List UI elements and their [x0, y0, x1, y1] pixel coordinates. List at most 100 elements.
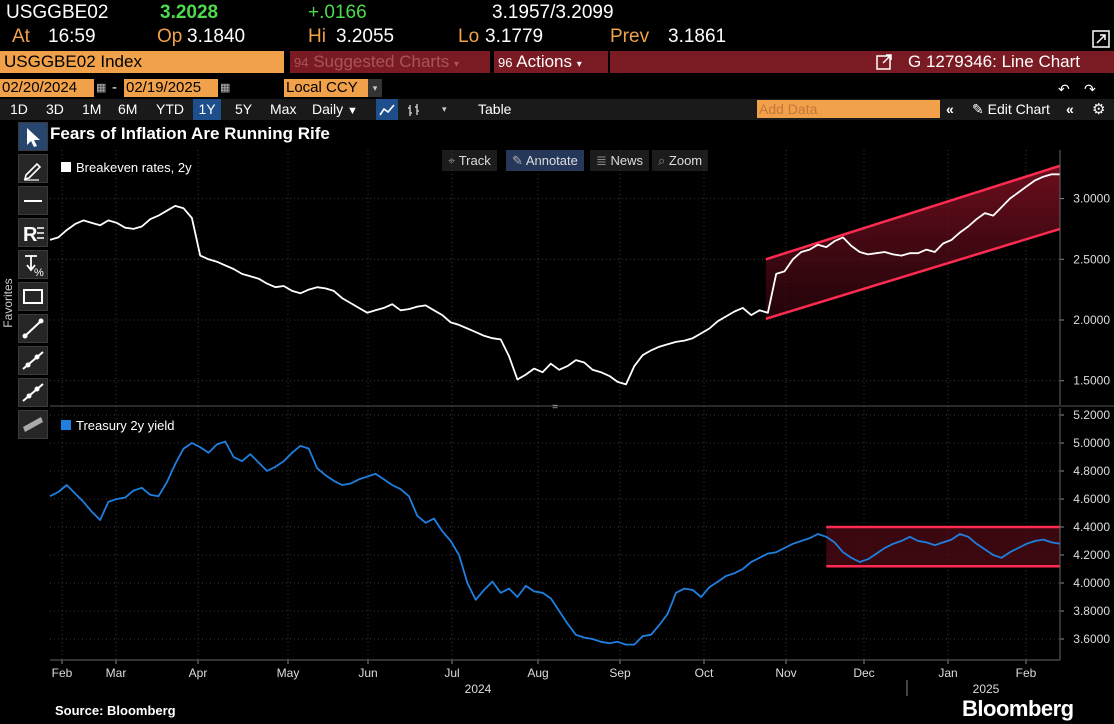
security-bar: USGGBE02 Index 94 Suggested Charts ▾ 96 …	[0, 51, 1114, 73]
channel-tool-icon[interactable]	[18, 410, 48, 439]
zoom-button[interactable]: ⌕ Zoom	[652, 150, 709, 171]
horizontal-line-tool-icon[interactable]	[18, 186, 48, 215]
chart-options-icon[interactable]: «	[1066, 101, 1074, 117]
annotate-pencil-icon: ✎	[512, 153, 523, 168]
range-bar: 1D 3D 1M 6M YTD 1Y 5Y Max Daily ▼ ▾ Tabl…	[0, 81, 1114, 120]
redo-icon[interactable]: ↷	[1084, 81, 1096, 97]
bar-chart-type-icon[interactable]	[406, 99, 422, 120]
end-date-field[interactable]: 02/19/2025	[124, 79, 218, 97]
bid-ask-separator: /	[550, 2, 556, 23]
date-bar: 02/20/2024 ▦ - 02/19/2025 ▦ Local CCY ▾	[0, 79, 1114, 99]
table-button[interactable]: Table	[478, 101, 512, 117]
chart-type-dropdown-icon[interactable]: ▾	[442, 104, 447, 114]
low-value: 3.1779	[485, 26, 544, 47]
breakeven-channel-lower	[765, 227, 1061, 320]
start-calendar-icon[interactable]: ▦	[96, 82, 107, 94]
ask-value: 3.2099	[555, 2, 614, 23]
ticker-symbol: USGGBE02	[6, 2, 109, 23]
range-1y-button[interactable]: 1Y	[193, 99, 221, 120]
extended-line-tool-icon[interactable]	[18, 378, 48, 407]
collapse-icon[interactable]: «	[946, 101, 954, 117]
pointer-tool-icon[interactable]	[18, 122, 48, 151]
undo-icon[interactable]: ↶	[1058, 81, 1070, 97]
suggested-charts-button[interactable]: 94 Suggested Charts ▾	[290, 51, 490, 73]
frequency-dropdown-icon: ▼	[347, 105, 358, 117]
annotate-button[interactable]: ✎ Annotate	[506, 150, 584, 171]
rectangle-tool-icon[interactable]	[18, 282, 48, 311]
range-max-button[interactable]: Max	[270, 101, 297, 117]
y-tick-label: 3.0000	[1073, 192, 1110, 206]
zoom-label: Zoom	[668, 153, 703, 168]
actions-dropdown-icon: ▾	[576, 59, 582, 70]
security-field[interactable]: USGGBE02 Index	[0, 51, 284, 73]
x-tick-label: Jul	[444, 666, 459, 680]
chart-id-title: G 1279346: Line Chart	[908, 52, 1081, 71]
treasury-legend-label: Treasury 2y yield	[76, 418, 175, 433]
frequency-label: Daily	[312, 101, 344, 117]
news-button[interactable]: ≣ News	[590, 150, 650, 171]
y-tick-label: 4.0000	[1073, 576, 1110, 590]
y-tick-label: 4.8000	[1073, 464, 1110, 478]
annotate-label: Annotate	[525, 153, 578, 168]
last-price: 3.2028	[160, 2, 219, 23]
add-data-field[interactable]: Add Data	[757, 100, 940, 118]
suggested-dropdown-icon: ▾	[454, 59, 460, 70]
x-tick-label: Jan	[938, 666, 957, 680]
x-year-label: 2024	[465, 682, 492, 696]
actions-number: 96	[498, 55, 513, 70]
news-label: News	[610, 153, 644, 168]
prev-label: Prev	[610, 26, 650, 47]
favorites-label: Favorites	[1, 278, 15, 328]
treasury-range-fill	[826, 527, 1060, 567]
favorites-tab[interactable]: Favorites	[0, 260, 16, 350]
svg-text:%: %	[34, 267, 44, 278]
text-tool-icon[interactable]: R	[18, 218, 48, 247]
y-tick-label: 4.4000	[1073, 520, 1110, 534]
range-ytd-button[interactable]: YTD	[156, 101, 184, 117]
x-tick-label: Feb	[52, 666, 73, 680]
end-calendar-icon[interactable]: ▦	[220, 82, 231, 94]
treasury-series-line	[49, 440, 1061, 646]
x-tick-label: Jun	[358, 666, 377, 680]
pencil-tool-icon[interactable]	[18, 154, 48, 183]
svg-text:R: R	[23, 224, 38, 246]
ray-tool-icon[interactable]	[18, 346, 48, 375]
range-3d-button[interactable]: 3D	[46, 101, 64, 117]
y-tick-label: 5.2000	[1073, 408, 1110, 422]
range-1m-button[interactable]: 1M	[82, 101, 102, 117]
line-chart-type-icon[interactable]	[376, 99, 398, 120]
breakeven-legend-label: Breakeven rates, 2y	[76, 160, 192, 175]
trendline-tool-icon[interactable]	[18, 314, 48, 343]
edit-chart-button[interactable]: ✎ Edit Chart	[972, 99, 1050, 120]
range-1d-button[interactable]: 1D	[10, 101, 28, 117]
bloomberg-logo: Bloomberg	[962, 696, 1074, 721]
x-tick-label: Oct	[695, 666, 714, 680]
zoom-icon: ⌕	[658, 153, 666, 168]
range-5y-button[interactable]: 5Y	[235, 101, 253, 117]
y-tick-label: 5.0000	[1073, 436, 1110, 450]
range-6m-button[interactable]: 6M	[118, 101, 138, 117]
breakeven-series-line	[49, 173, 1060, 386]
panel-resize-handle: =	[552, 402, 558, 413]
track-label: Track	[458, 153, 491, 168]
edit-chart-label: Edit Chart	[987, 101, 1050, 117]
track-button[interactable]: ⌖ Track	[442, 150, 497, 171]
x-tick-label: Mar	[106, 666, 127, 680]
frequency-dropdown[interactable]: Daily ▼	[312, 99, 358, 120]
export-icon[interactable]	[875, 51, 895, 73]
x-tick-label: May	[277, 666, 300, 680]
treasury-legend-swatch	[61, 420, 71, 430]
percent-tool-icon[interactable]: %	[18, 250, 48, 279]
high-value: 3.2055	[336, 26, 395, 47]
currency-dropdown-icon[interactable]: ▾	[368, 79, 382, 97]
price-change: +.0166	[308, 2, 367, 23]
popout-icon[interactable]	[1092, 30, 1110, 48]
settings-gear-icon[interactable]: ⚙	[1092, 101, 1106, 118]
y-tick-label: 2.5000	[1073, 252, 1110, 266]
start-date-field[interactable]: 02/20/2024	[0, 79, 94, 97]
bid-ask: 3.1957/3.2099	[492, 2, 614, 24]
currency-dropdown[interactable]: Local CCY	[284, 79, 368, 97]
actions-button[interactable]: 96 Actions ▾	[494, 51, 608, 73]
open-value: 3.1840	[187, 26, 246, 47]
date-separator: -	[112, 79, 117, 96]
